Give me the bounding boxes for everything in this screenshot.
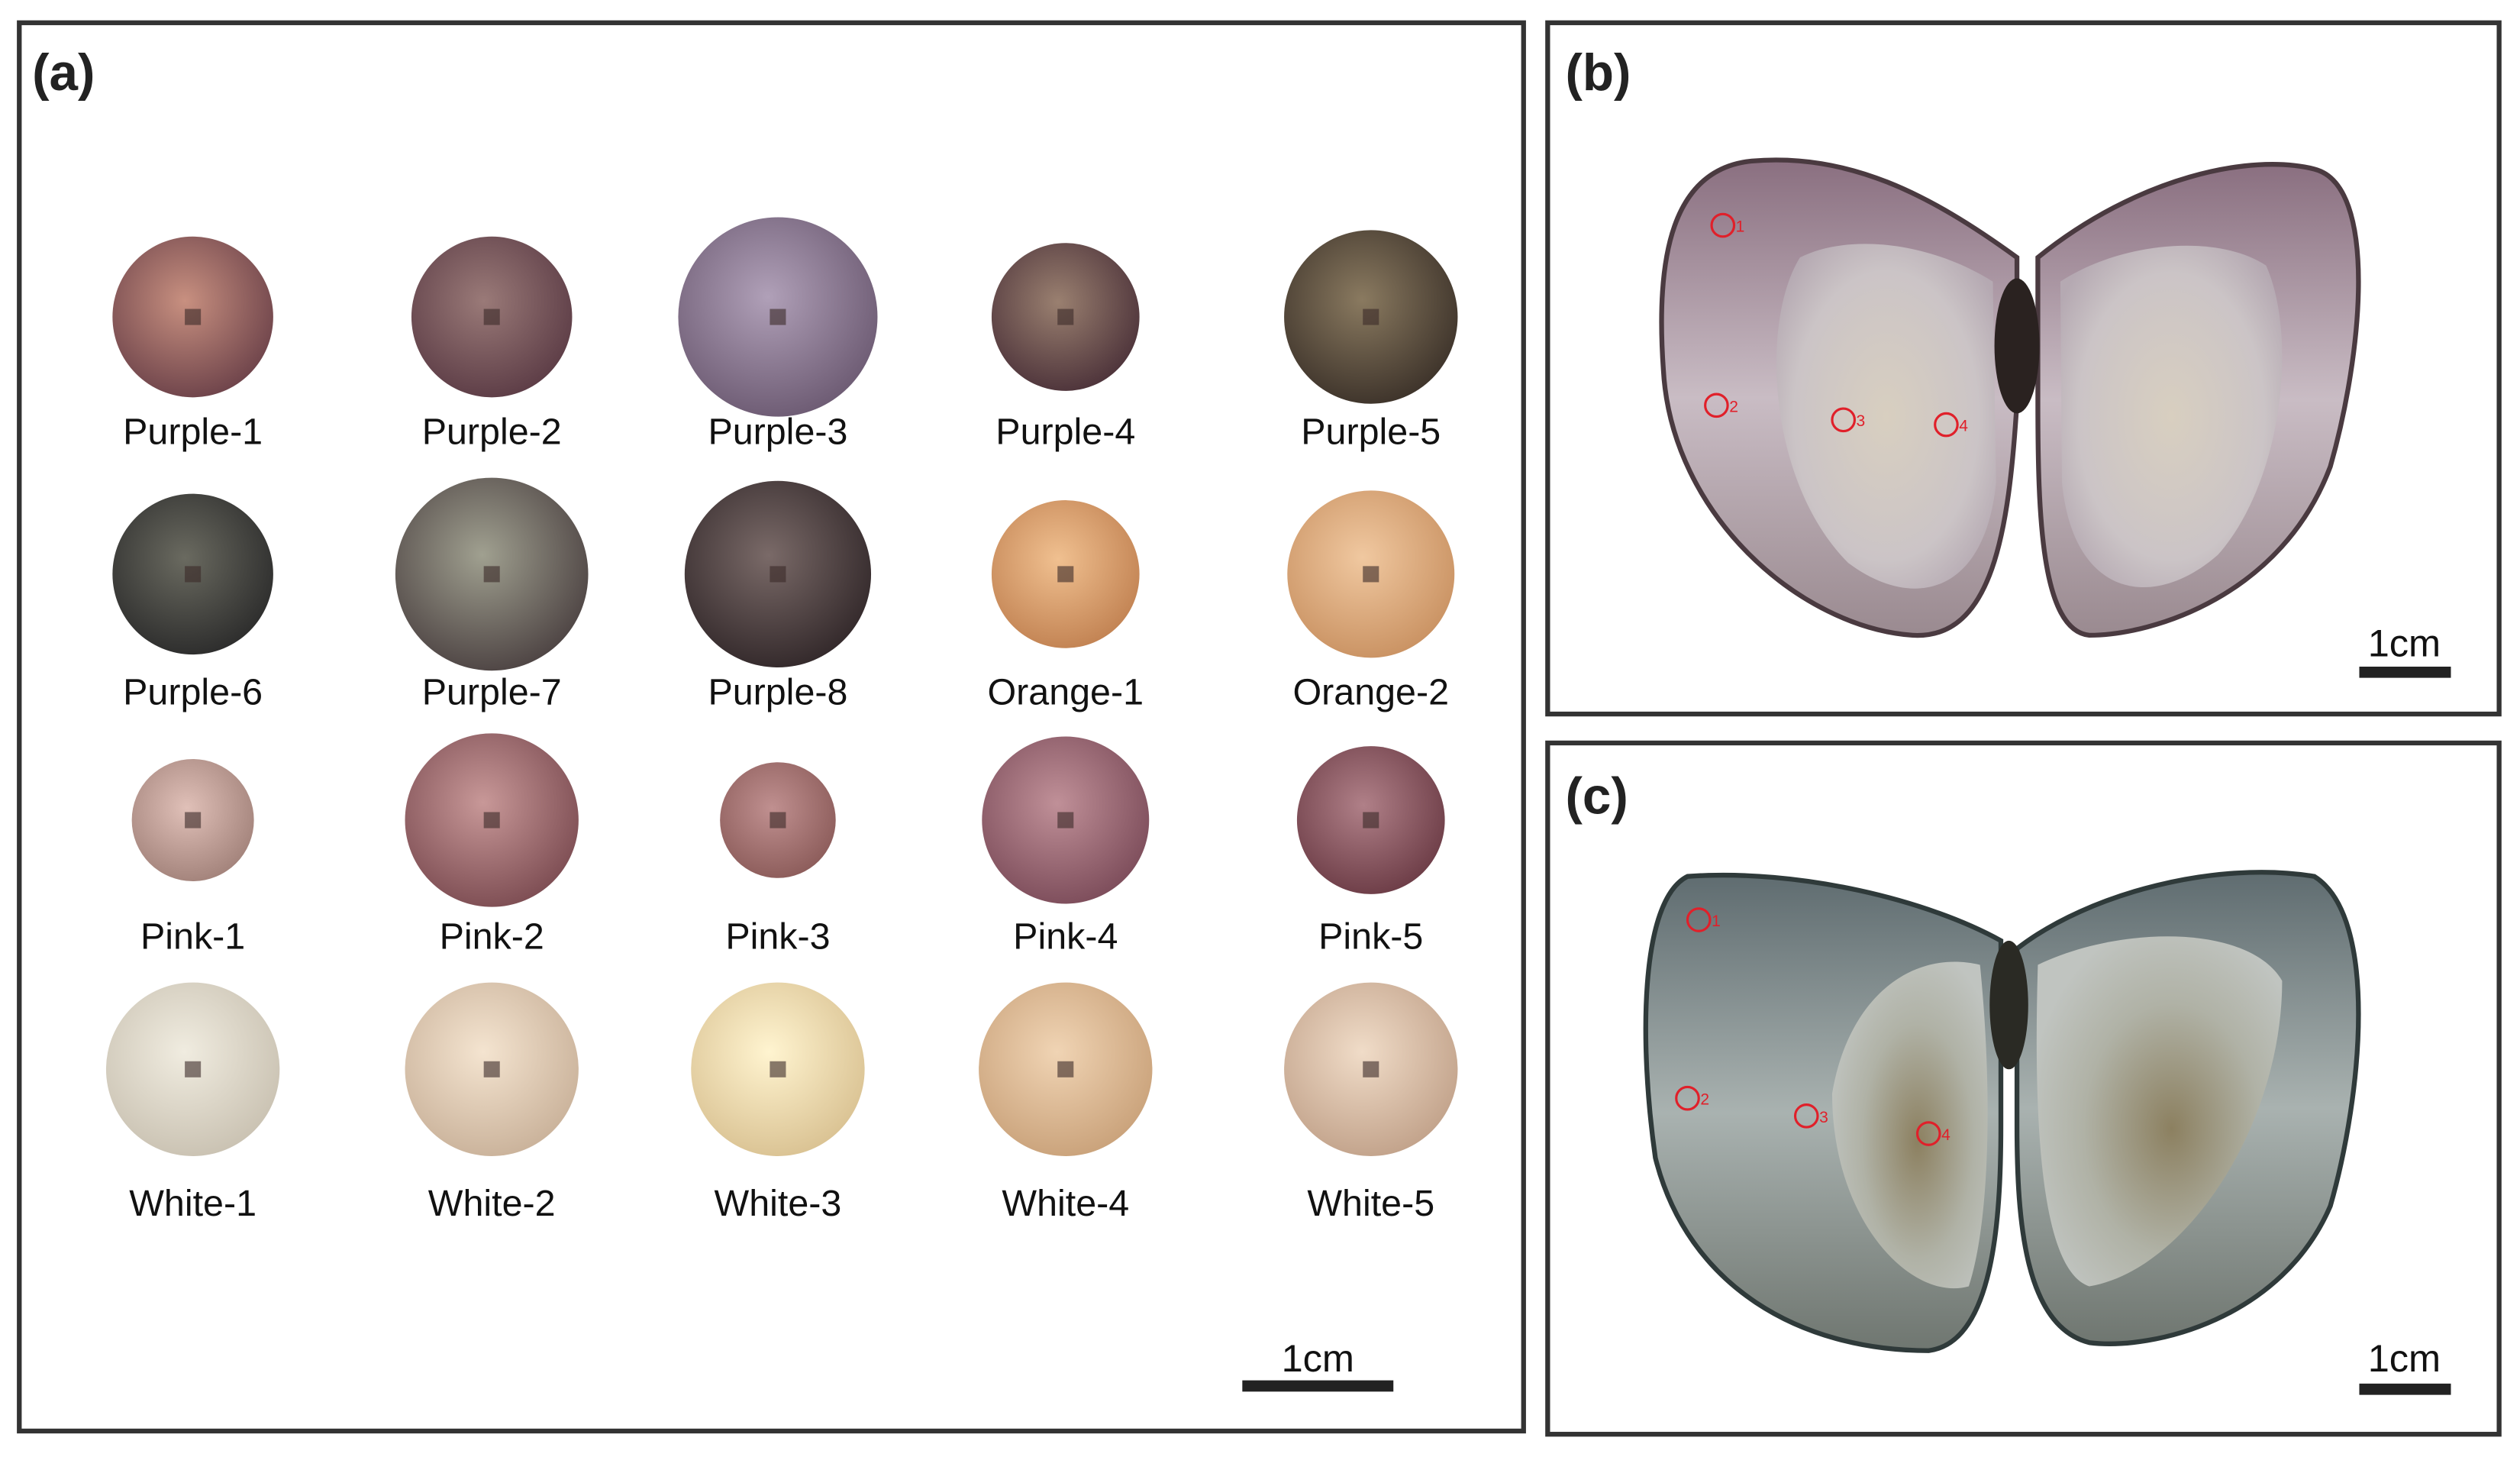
panel-frame	[1545, 740, 2502, 1437]
pearl-label: Purple-7	[422, 671, 562, 712]
drill-hole	[185, 566, 202, 583]
pearl-label: Pink-5	[1318, 916, 1423, 957]
panel-label: (a)	[32, 44, 95, 102]
pearl-label: Pink-2	[440, 916, 544, 957]
scale-label: 1cm	[2368, 1336, 2441, 1380]
shell-photo	[1643, 870, 2361, 1353]
drill-hole	[770, 309, 786, 325]
shell-photo	[1659, 157, 2361, 638]
pearl-label: Purple-4	[995, 411, 1135, 452]
pearl-label: White-2	[428, 1183, 556, 1224]
scale-label: 1cm	[1282, 1336, 1354, 1380]
point-label: 4	[1941, 1126, 1950, 1144]
scale-label: 1cm	[2368, 621, 2441, 664]
pearl-label: Purple-5	[1301, 411, 1441, 452]
pearl-label: Purple-2	[422, 411, 562, 452]
point-label: 1	[1712, 913, 1721, 930]
drill-hole	[1057, 812, 1074, 829]
drill-hole	[483, 309, 500, 325]
drill-hole	[1363, 566, 1379, 583]
drill-hole	[770, 566, 786, 583]
drill-hole	[1363, 1061, 1379, 1077]
drill-hole	[770, 812, 786, 829]
panel-label: (c)	[1565, 768, 1628, 825]
pearl-label: Pink-3	[725, 916, 830, 957]
drill-hole	[185, 812, 202, 829]
point-marker	[1704, 393, 1729, 418]
pearl-grid: Purple-1 Purple-2 Purple-3 Purple-4 Purple-5…	[105, 217, 1458, 1224]
pearl-label: Orange-1	[988, 671, 1144, 712]
point-marker	[1675, 1085, 1700, 1111]
pearl-label: Purple-8	[708, 671, 847, 712]
pearl-label: Pink-1	[140, 916, 245, 957]
drill-hole	[483, 566, 500, 583]
drill-hole	[483, 1061, 500, 1077]
point-marker	[1915, 1121, 1941, 1146]
pearl-label: Purple-6	[123, 671, 263, 712]
pearl-label: Purple-3	[708, 411, 847, 452]
pearl-label: White-1	[129, 1183, 257, 1224]
drill-hole	[770, 1061, 786, 1077]
panel-label: (b)	[1565, 44, 1631, 102]
point-label: 2	[1729, 398, 1738, 415]
pearl-label: Pink-4	[1013, 916, 1118, 957]
point-marker	[1686, 907, 1712, 932]
drill-hole	[185, 1061, 202, 1077]
point-label: 1	[1736, 218, 1745, 235]
point-label: 3	[1857, 412, 1866, 430]
drill-hole	[185, 309, 202, 325]
drill-hole	[1363, 309, 1379, 325]
pearl-label: White-3	[715, 1183, 842, 1224]
point-label: 3	[1819, 1109, 1828, 1126]
measure-points: 1 2 3 4 1 2 3 4	[1675, 212, 1968, 1146]
pearl-label: White-5	[1307, 1183, 1434, 1224]
pearl-label: Purple-1	[123, 411, 263, 452]
pearl-label: Orange-2	[1293, 671, 1450, 712]
drill-hole	[483, 812, 500, 829]
point-marker	[1793, 1103, 1819, 1129]
drill-hole	[1057, 309, 1074, 325]
point-marker	[1710, 212, 1736, 238]
point-marker	[1934, 412, 1959, 438]
pearl-label: White-4	[1002, 1183, 1129, 1224]
panel-frame	[17, 20, 1526, 1434]
point-label: 2	[1700, 1091, 1709, 1109]
point-marker	[1831, 407, 1857, 433]
drill-hole	[1363, 812, 1379, 829]
panel-frame	[1545, 20, 2502, 717]
point-label: 4	[1959, 418, 1968, 435]
drill-hole	[1057, 566, 1074, 583]
drill-hole	[1057, 1061, 1074, 1077]
